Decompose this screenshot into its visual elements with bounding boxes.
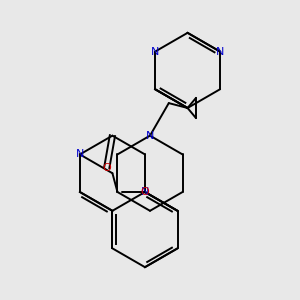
Text: O: O [102,163,111,172]
Text: N: N [151,46,159,57]
Text: N: N [76,149,84,159]
Text: O: O [141,187,149,197]
Text: N: N [216,46,224,57]
Text: N: N [146,130,154,141]
Text: N: N [141,187,149,197]
